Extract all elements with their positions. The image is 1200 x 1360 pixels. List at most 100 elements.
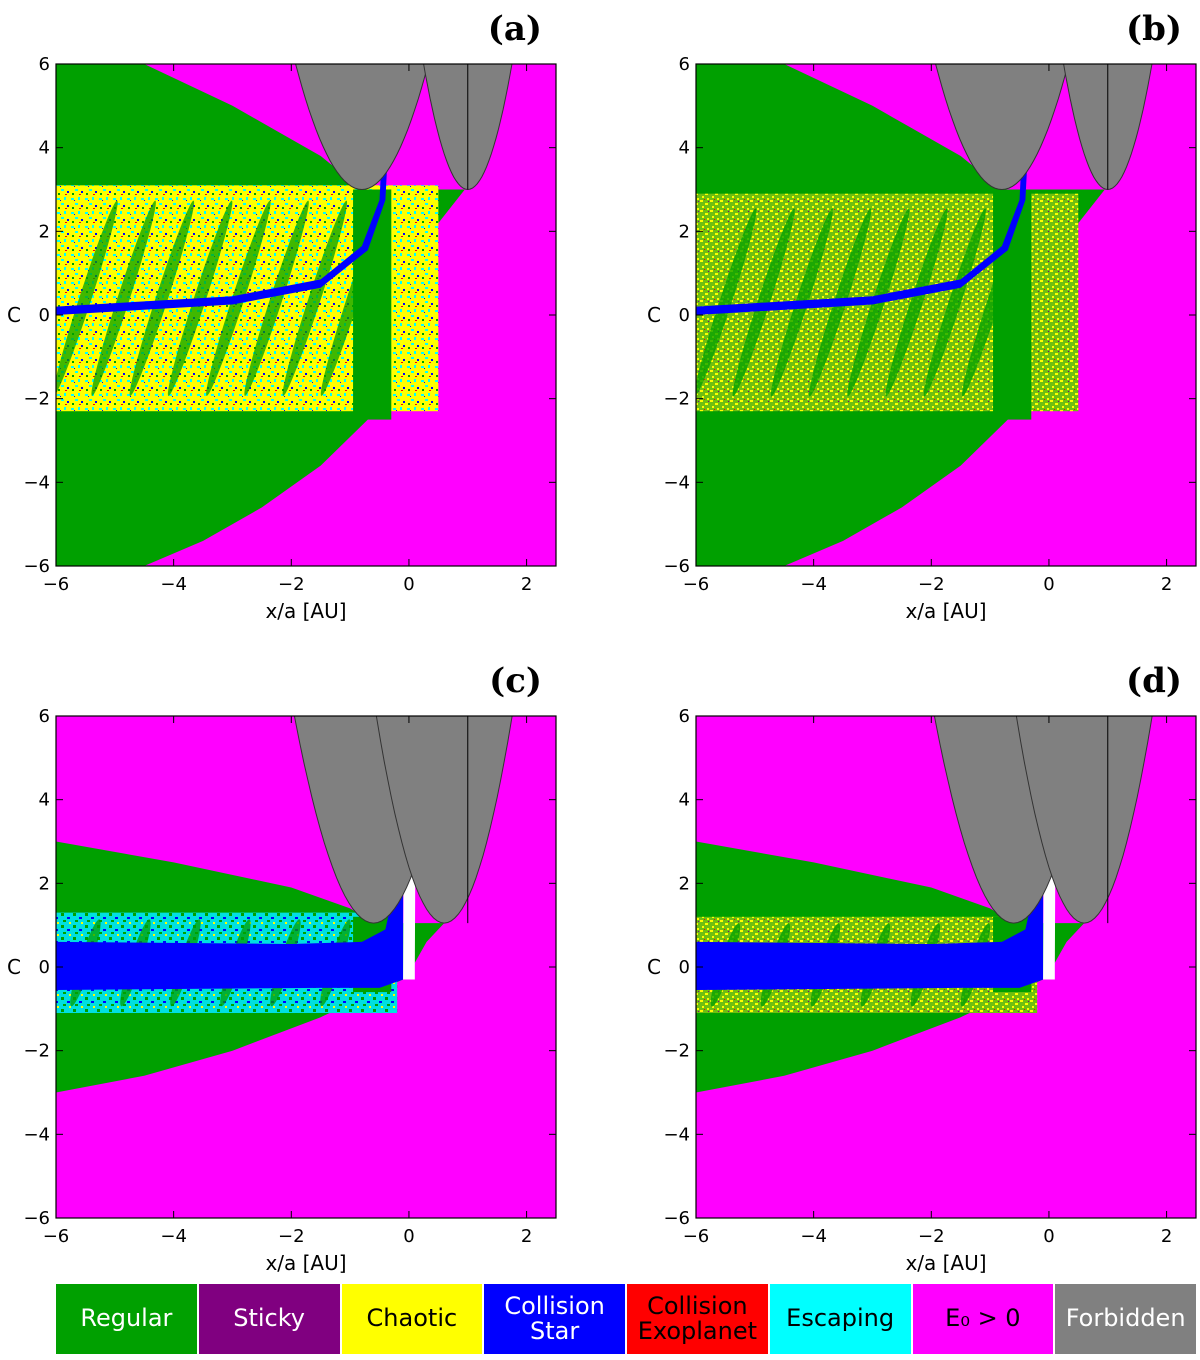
y-tick-label: −4 — [663, 1124, 690, 1145]
y-tick-label: −6 — [663, 556, 690, 577]
y-tick-label: 0 — [39, 957, 50, 978]
y-tick-label: 2 — [39, 221, 50, 242]
x-tick-label: −6 — [683, 1226, 710, 1247]
y-tick-label: −4 — [23, 472, 50, 493]
x-tick-label: −4 — [800, 1226, 827, 1247]
forbidden-lobe-left — [295, 64, 429, 191]
y-tick-label: 0 — [679, 957, 690, 978]
plot-area-d — [696, 716, 1196, 1218]
x-tick-label: −4 — [800, 574, 827, 595]
y-tick-label: 4 — [679, 138, 690, 159]
legend-label-regular: Regular — [80, 1304, 173, 1333]
panel-b: −6 −4 −2 0 2 −6 −4 −2 0 2 4 6 x/a [AU] C (b) — [647, 9, 1197, 623]
y-tick-label: −2 — [23, 1041, 50, 1062]
regular-island — [56, 200, 118, 396]
y-tick-label: −6 — [23, 556, 50, 577]
legend-label-chaotic: Chaotic — [366, 1304, 458, 1333]
legend-item-escaping: Escaping — [769, 1284, 911, 1354]
regular-island — [732, 208, 795, 397]
legend-item-regular: Regular — [56, 1284, 197, 1354]
plot-area-b — [696, 64, 1196, 566]
panel-label: (b) — [1126, 9, 1182, 49]
y-tick-label: 4 — [679, 790, 690, 811]
y-tick-label: 0 — [679, 305, 690, 326]
y-tick-label: 2 — [679, 221, 690, 242]
y-tick-label: 6 — [39, 54, 50, 75]
regular-island — [885, 208, 948, 397]
y-tick-label: −4 — [663, 472, 690, 493]
x-tick-label: −4 — [160, 574, 187, 595]
panel-label: (c) — [489, 661, 542, 701]
y-tick-label: −6 — [23, 1208, 50, 1229]
x-tick-label: 2 — [1161, 574, 1172, 595]
y-tick-label: 4 — [39, 138, 50, 159]
y-tick-label: −2 — [23, 389, 50, 410]
y-tick-label: −4 — [23, 1124, 50, 1145]
regular-island — [696, 208, 757, 397]
y-axis-label: C — [647, 303, 661, 327]
y-tick-label: 6 — [679, 706, 690, 727]
x-axis-label: x/a [AU] — [905, 1251, 986, 1275]
panel-label: (a) — [488, 9, 542, 49]
x-tick-label: 2 — [1161, 1226, 1172, 1247]
panel-c: −6 −4 −2 0 2 −6 −4 −2 0 2 4 6 x/a [AU] C (c) — [7, 661, 557, 1275]
x-tick-label: −6 — [43, 574, 70, 595]
regular-island — [91, 200, 156, 396]
x-tick-label: −2 — [918, 574, 945, 595]
x-tick-label: −4 — [160, 1226, 187, 1247]
x-tick-label: 0 — [1043, 1226, 1054, 1247]
y-tick-label: −6 — [663, 1208, 690, 1229]
x-tick-label: 0 — [403, 574, 414, 595]
legend-item-collision-star: Collision Star — [484, 1284, 625, 1354]
region-collision-star — [696, 875, 1044, 990]
legend-label-escaping: Escaping — [786, 1304, 895, 1333]
legend-label-collision-star: Collision Star — [504, 1291, 605, 1345]
region-collision-star — [56, 875, 404, 990]
forbidden-lobe-right — [1015, 716, 1153, 924]
panel-a: −6 −4 −2 0 2 −6 −4 −2 0 2 4 6 x/a [AU] C (a) — [7, 9, 557, 623]
x-axis-label: x/a [AU] — [265, 1251, 346, 1275]
y-tick-label: 6 — [679, 54, 690, 75]
y-axis-label: C — [7, 955, 21, 979]
legend-item-sticky: Sticky — [198, 1284, 340, 1354]
legend-label-collision-exoplanet: Collision Exoplanet — [637, 1291, 758, 1345]
y-tick-label: 4 — [39, 790, 50, 811]
panel-d: −6 −4 −2 0 2 −6 −4 −2 0 2 4 6 x/a [AU] C (d) — [647, 661, 1197, 1275]
y-tick-label: 2 — [39, 873, 50, 894]
y-tick-label: −2 — [663, 389, 690, 410]
regular-island — [282, 200, 348, 396]
x-tick-label: 0 — [1043, 574, 1054, 595]
legend-item-energy-positive: E₀ > 0 — [912, 1284, 1054, 1354]
y-tick-label: 6 — [39, 706, 50, 727]
legend-label-energy-positive: E₀ > 0 — [945, 1304, 1021, 1333]
forbidden-lobe-left — [935, 64, 1069, 191]
forbidden-lobe-right — [375, 716, 513, 924]
legend-item-forbidden: Forbidden — [1055, 1284, 1196, 1354]
y-axis-label: C — [647, 955, 661, 979]
legend-label-sticky: Sticky — [233, 1304, 305, 1333]
y-tick-label: 0 — [39, 305, 50, 326]
plot-area-a — [56, 64, 556, 566]
legend: Regular Sticky Chaotic Collision Star Co… — [56, 1284, 1196, 1354]
x-tick-label: −2 — [278, 574, 305, 595]
x-tick-label: 2 — [521, 574, 532, 595]
x-tick-label: −6 — [43, 1226, 70, 1247]
legend-item-chaotic: Chaotic — [341, 1284, 483, 1354]
x-axis-label: x/a [AU] — [905, 599, 986, 623]
legend-item-collision-exoplanet: Collision Exoplanet — [627, 1284, 768, 1354]
plot-area-c — [56, 716, 556, 1218]
regular-island — [129, 200, 195, 396]
x-tick-label: −2 — [278, 1226, 305, 1247]
y-axis-label: C — [7, 303, 21, 327]
x-axis-label: x/a [AU] — [265, 599, 346, 623]
y-tick-label: −2 — [663, 1041, 690, 1062]
panel-label: (d) — [1126, 661, 1182, 701]
x-tick-label: −6 — [683, 574, 710, 595]
x-tick-label: 0 — [403, 1226, 414, 1247]
x-tick-label: 2 — [521, 1226, 532, 1247]
x-tick-label: −2 — [918, 1226, 945, 1247]
legend-label-forbidden: Forbidden — [1065, 1304, 1186, 1333]
y-tick-label: 2 — [679, 873, 690, 894]
regular-island — [923, 208, 986, 397]
